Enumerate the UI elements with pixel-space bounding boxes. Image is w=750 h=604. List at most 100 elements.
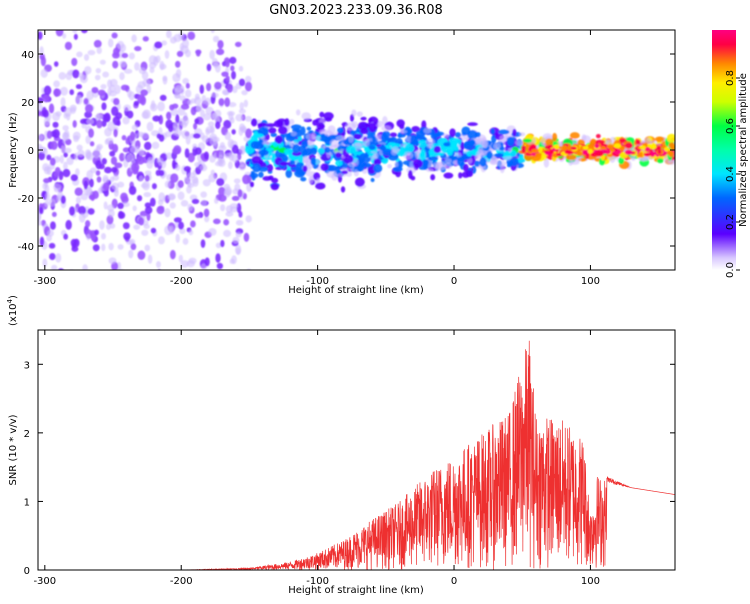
heatmap-cell bbox=[335, 160, 343, 167]
heatmap-cell bbox=[143, 141, 152, 151]
heatmap-cell bbox=[184, 148, 190, 159]
heatmap-cell bbox=[372, 136, 377, 143]
heatmap-cell bbox=[83, 180, 88, 190]
heatmap-cell bbox=[180, 200, 189, 207]
heatmap-cell bbox=[214, 109, 222, 118]
heatmap-cell bbox=[117, 244, 124, 250]
heatmap-cell bbox=[234, 293, 238, 301]
heatmap-cell bbox=[117, 202, 124, 210]
heatmap-cell bbox=[91, 86, 99, 94]
heatmap-cell bbox=[421, 120, 427, 129]
heatmap-cell bbox=[442, 133, 450, 138]
heatmap-cell bbox=[95, 160, 102, 170]
heatmap-cell bbox=[304, 147, 313, 155]
heatmap-cell bbox=[90, 232, 96, 242]
heatmap-cell bbox=[490, 128, 495, 135]
heatmap-cell bbox=[187, 152, 195, 163]
heatmap-cell bbox=[218, 194, 227, 202]
heatmap-cell bbox=[123, 232, 131, 241]
heatmap-cell bbox=[348, 134, 354, 143]
heatmap-cell bbox=[141, 291, 149, 297]
heatmap-cell bbox=[159, 63, 167, 70]
heatmap-cell bbox=[187, 99, 193, 106]
heatmap-cell bbox=[75, 168, 80, 177]
heatmap-cell bbox=[225, 75, 230, 82]
heatmap-cell bbox=[138, 217, 145, 226]
heatmap-cell bbox=[196, 289, 202, 298]
heatmap-cell bbox=[337, 127, 344, 134]
heatmap-cell bbox=[564, 150, 572, 155]
heatmap-cell bbox=[223, 219, 230, 226]
heatmap-cell bbox=[63, 233, 69, 240]
y-tick-label: 0 bbox=[24, 566, 30, 577]
heatmap-cell bbox=[53, 88, 59, 97]
heatmap-cell bbox=[297, 136, 303, 142]
heatmap-cell bbox=[184, 89, 192, 98]
heatmap-cell bbox=[175, 233, 180, 243]
heatmap-cell bbox=[146, 159, 154, 169]
heatmap-cell bbox=[121, 53, 129, 59]
heatmap-cell bbox=[337, 145, 347, 152]
heatmap-cell bbox=[174, 60, 181, 68]
heatmap-cell bbox=[120, 84, 129, 91]
heatmap-cell bbox=[147, 271, 153, 279]
heatmap-cell bbox=[113, 189, 119, 197]
heatmap-cell bbox=[335, 152, 342, 158]
heatmap-cell bbox=[224, 153, 233, 159]
heatmap-cell bbox=[179, 85, 185, 95]
y-tick-label: 3 bbox=[24, 360, 30, 371]
heatmap-cell bbox=[107, 121, 115, 132]
heatmap-cell bbox=[69, 206, 76, 216]
heatmap-cell bbox=[76, 144, 83, 151]
heatmap-cell bbox=[64, 107, 72, 118]
heatmap-cell bbox=[249, 181, 254, 188]
colorbar-tick-label: 0.8 bbox=[725, 70, 736, 86]
heatmap-cell bbox=[112, 60, 119, 69]
heatmap-cell bbox=[102, 177, 110, 184]
heatmap-cell bbox=[210, 30, 215, 34]
heatmap-cell bbox=[302, 156, 309, 163]
y-tick-label: 1 bbox=[24, 497, 30, 508]
heatmap-cell bbox=[649, 144, 657, 150]
heatmap-cell bbox=[251, 155, 262, 165]
heatmap-cell bbox=[169, 104, 175, 111]
heatmap-cell bbox=[212, 284, 220, 289]
heatmap-cell bbox=[104, 139, 110, 145]
heatmap-cell bbox=[100, 232, 106, 240]
heatmap-cell bbox=[100, 84, 107, 90]
heatmap-cell bbox=[71, 57, 78, 67]
heatmap-cell bbox=[200, 263, 208, 270]
heatmap-cell bbox=[186, 185, 192, 194]
heatmap-cell bbox=[46, 154, 52, 161]
heatmap-cell bbox=[137, 21, 145, 27]
heatmap-cell bbox=[312, 119, 319, 126]
heatmap-cell bbox=[569, 132, 580, 139]
heatmap-cell bbox=[206, 82, 212, 92]
heatmap-cell bbox=[635, 139, 641, 145]
heatmap-cell bbox=[231, 129, 236, 135]
heatmap-cell bbox=[176, 50, 184, 58]
heatmap-cell bbox=[62, 15, 67, 22]
heatmap-cell bbox=[319, 128, 329, 136]
heatmap-cell bbox=[50, 221, 56, 230]
heatmap-cell bbox=[83, 98, 89, 105]
heatmap-cell bbox=[173, 217, 182, 223]
heatmap-cell bbox=[75, 196, 82, 205]
heatmap-cell bbox=[306, 126, 312, 131]
heatmap-cell bbox=[57, 292, 62, 301]
heatmap-cell bbox=[261, 141, 272, 146]
heatmap-cell bbox=[324, 117, 332, 122]
heatmap-cell bbox=[134, 62, 140, 71]
heatmap-cell bbox=[130, 6, 135, 13]
heatmap-cell bbox=[329, 139, 338, 148]
heatmap-cell bbox=[158, 20, 164, 28]
heatmap-cell bbox=[157, 271, 162, 281]
heatmap-cell bbox=[111, 32, 118, 39]
heatmap-cell bbox=[38, 220, 43, 226]
heatmap-cell bbox=[432, 162, 444, 169]
heatmap-cell bbox=[290, 124, 302, 130]
heatmap-cell bbox=[144, 206, 153, 215]
heatmap-cell bbox=[107, 87, 112, 97]
heatmap-cell bbox=[273, 120, 284, 128]
heatmap-cell bbox=[228, 102, 237, 108]
